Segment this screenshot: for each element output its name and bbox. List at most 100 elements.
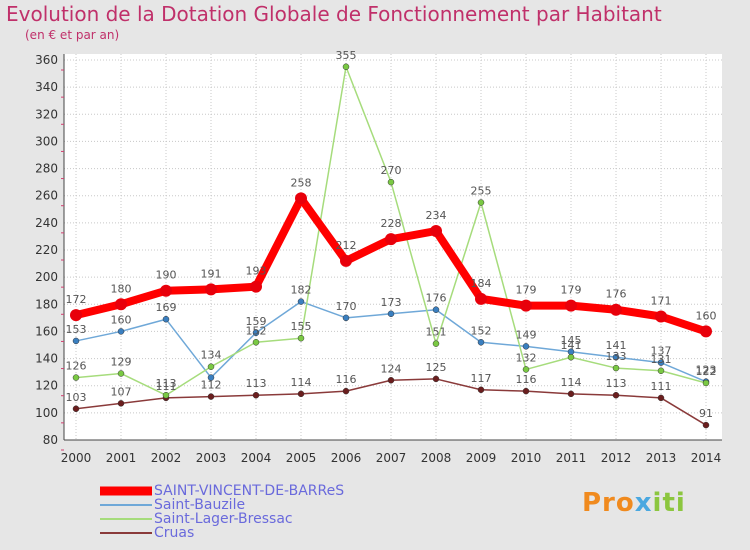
- data-label: 212: [336, 239, 357, 252]
- y-tick-label: 360: [35, 53, 58, 67]
- data-point: [117, 370, 125, 377]
- data-point: [205, 283, 217, 296]
- data-label: 129: [111, 356, 132, 369]
- data-point: [117, 328, 125, 335]
- data-point: [342, 387, 350, 395]
- data-label: 193: [246, 265, 267, 278]
- data-label: 111: [156, 380, 177, 393]
- data-label: 126: [66, 360, 87, 373]
- y-tick-label: 80: [43, 433, 58, 447]
- logo-part-1: Pro: [582, 488, 635, 518]
- x-tick-label: 2004: [241, 451, 272, 465]
- x-tick-label: 2008: [421, 451, 452, 465]
- legend-item-cruas[interactable]: Cruas: [100, 526, 344, 540]
- data-point: [657, 394, 665, 402]
- legend-item-saint-vincent[interactable]: SAINT-VINCENT-DE-BARReS: [100, 484, 344, 498]
- data-point: [250, 280, 262, 293]
- data-label: 228: [381, 217, 402, 230]
- data-label: 141: [606, 339, 627, 352]
- data-point: [567, 353, 575, 361]
- data-label: 134: [201, 349, 222, 362]
- data-point: [342, 63, 350, 71]
- data-point: [162, 391, 170, 399]
- data-point: [477, 339, 485, 346]
- data-point: [252, 391, 260, 399]
- x-tick-label: 2010: [511, 451, 542, 465]
- y-tick-label: 240: [35, 216, 58, 230]
- legend-swatch-saint-lager-bressac: [100, 518, 152, 520]
- data-label: 133: [606, 350, 627, 363]
- logo-part-3: iti: [652, 488, 686, 518]
- data-label: 179: [516, 284, 537, 297]
- data-label: 170: [336, 300, 357, 313]
- data-label: 191: [201, 267, 222, 280]
- y-tick-label: 280: [35, 162, 58, 176]
- y-tick-label: 100: [35, 406, 58, 420]
- chart-title: Evolution de la Dotation Globale de Fonc…: [6, 2, 662, 26]
- x-tick-label: 2011: [556, 451, 587, 465]
- legend-item-saint-lager-bressac[interactable]: Saint-Lager-Bressac: [100, 512, 344, 526]
- data-point: [340, 254, 352, 267]
- data-point: [610, 303, 622, 316]
- data-point: [567, 390, 575, 398]
- logo-part-2: x: [634, 488, 653, 518]
- proxiti-logo[interactable]: Proxiti: [582, 488, 686, 518]
- data-point: [70, 309, 82, 322]
- data-point: [297, 298, 305, 305]
- y-tick-label: 340: [35, 80, 58, 94]
- data-point: [295, 192, 307, 205]
- data-label: 103: [66, 391, 87, 404]
- legend-label-cruas: Cruas: [154, 525, 195, 541]
- data-point: [520, 299, 532, 312]
- x-tick-label: 2014: [691, 451, 722, 465]
- x-tick-label: 2012: [601, 451, 632, 465]
- data-label: 258: [291, 176, 312, 189]
- data-label: 107: [111, 385, 132, 398]
- legend-swatch-saint-vincent: [100, 486, 152, 496]
- data-label: 179: [561, 284, 582, 297]
- data-point: [252, 339, 260, 346]
- data-point: [612, 391, 620, 399]
- data-label: 117: [471, 372, 492, 385]
- legend: SAINT-VINCENT-DE-BARReS Saint-Bauzile Sa…: [100, 484, 344, 540]
- data-label: 123: [696, 364, 717, 377]
- data-label: 184: [471, 277, 492, 290]
- plot-area: [64, 54, 722, 440]
- data-label: 173: [381, 296, 402, 309]
- data-label: 141: [561, 339, 582, 352]
- data-label: 131: [651, 353, 672, 366]
- data-point: [522, 343, 530, 350]
- data-point: [612, 353, 620, 361]
- chart-subtitle: (en € et par an): [25, 28, 120, 42]
- data-point: [160, 284, 172, 297]
- data-point: [475, 292, 487, 305]
- y-tick-label: 320: [35, 107, 58, 121]
- data-label: 152: [471, 324, 492, 337]
- data-point: [207, 393, 215, 400]
- data-point: [385, 233, 397, 246]
- data-label: 172: [66, 293, 87, 306]
- data-point: [657, 367, 665, 375]
- data-label: 116: [516, 373, 537, 386]
- data-label: 155: [291, 320, 312, 333]
- y-tick-label: 180: [35, 297, 58, 311]
- x-tick-label: 2002: [151, 451, 182, 465]
- data-label: 255: [471, 185, 492, 198]
- data-point: [612, 364, 620, 372]
- data-label: 152: [246, 324, 267, 337]
- data-point: [207, 374, 215, 381]
- data-label: 159: [246, 315, 267, 328]
- data-point: [387, 178, 395, 186]
- x-tick-label: 2007: [376, 451, 407, 465]
- data-label: 151: [426, 326, 447, 339]
- data-point: [297, 390, 305, 398]
- legend-item-saint-bauzile[interactable]: Saint-Bauzile: [100, 498, 344, 512]
- data-label: 145: [561, 334, 582, 347]
- data-label: 114: [561, 376, 582, 389]
- data-point: [72, 405, 80, 413]
- data-label: 176: [606, 288, 627, 301]
- data-point: [387, 377, 395, 384]
- data-label: 113: [156, 377, 177, 390]
- data-point: [477, 199, 485, 206]
